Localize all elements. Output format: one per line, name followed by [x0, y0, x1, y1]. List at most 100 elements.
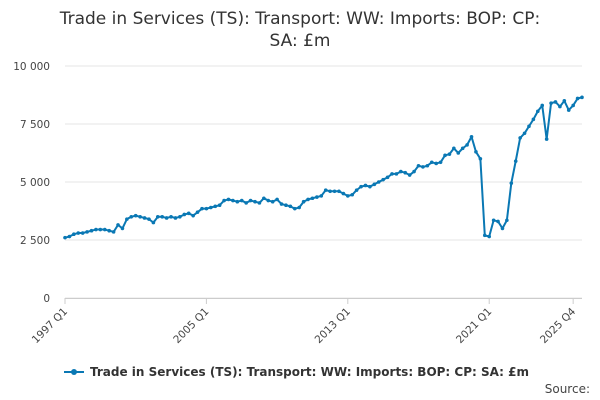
data-point [63, 235, 67, 240]
data-point [359, 184, 363, 189]
chart-title: Trade in Services (TS): Transport: WW: I… [0, 8, 600, 52]
data-point [301, 199, 306, 204]
x-axis-tick-labels: 1997 Q1 2005 Q1 2013 Q1 2021 Q1 2025 Q4 [30, 305, 579, 346]
data-point [540, 103, 545, 108]
data-point [94, 227, 98, 232]
data-point [138, 215, 142, 219]
data-point [323, 188, 328, 192]
data-point [429, 160, 434, 165]
data-point [186, 211, 191, 216]
gridlines [65, 65, 582, 299]
data-point [102, 227, 107, 232]
data-point [531, 117, 536, 122]
data-point [376, 180, 381, 184]
data-point [412, 169, 416, 174]
x-tick-label: 2025 Q4 [538, 305, 579, 346]
data-point [266, 198, 271, 203]
data-point [460, 146, 465, 151]
data-point [191, 213, 195, 218]
data-point [558, 104, 562, 109]
data-point [478, 157, 483, 161]
data-point [284, 203, 288, 207]
data-point [421, 165, 425, 169]
data-point [217, 203, 222, 207]
data-point [279, 202, 284, 206]
data-point [403, 170, 408, 175]
data-point [133, 213, 138, 218]
data-point [275, 197, 279, 202]
data-point [116, 223, 120, 227]
data-point [385, 175, 390, 180]
data-point [390, 172, 394, 176]
data-point [465, 143, 469, 147]
legend-line-icon [64, 367, 84, 377]
data-point [571, 103, 575, 108]
data-point [67, 234, 72, 239]
data-point [394, 172, 399, 176]
data-point [549, 101, 553, 105]
data-point [111, 230, 116, 234]
legend[interactable]: Trade in Services (TS): Transport: WW: I… [64, 365, 529, 379]
data-point [72, 232, 76, 236]
data-point [566, 108, 571, 112]
data-point [248, 198, 253, 203]
data-point [509, 181, 514, 185]
data-point [98, 227, 103, 232]
chart-title-line-1: Trade in Services (TS): Transport: WW: I… [59, 9, 541, 29]
data-point [416, 163, 421, 168]
data-point [482, 233, 487, 238]
data-point [328, 189, 332, 194]
data-point [496, 219, 500, 224]
data-point [522, 131, 527, 136]
data-point [407, 173, 412, 177]
data-point [76, 231, 81, 235]
data-point [337, 189, 341, 194]
data-point [456, 151, 461, 155]
data-point [209, 205, 213, 210]
data-point [399, 169, 403, 174]
data-point [354, 188, 359, 192]
data-point [474, 150, 478, 154]
data-point [553, 100, 558, 104]
data-point [319, 194, 324, 198]
data-point [239, 198, 244, 203]
data-point [443, 153, 447, 158]
y-axis-tick-labels: 0 2 500 5 000 7 500 10 000 [13, 61, 50, 305]
data-point [518, 136, 522, 140]
data-point [222, 198, 226, 203]
data-point [151, 220, 156, 225]
data-point [235, 199, 240, 204]
data-point [89, 228, 94, 233]
series-line [64, 96, 583, 239]
x-tick-label: 2013 Q1 [313, 306, 353, 346]
data-point [297, 205, 302, 210]
data-point [292, 206, 297, 211]
data-point [491, 218, 496, 223]
y-tick-label: 7 500 [20, 119, 50, 131]
data-point [80, 231, 85, 235]
data-point [350, 192, 355, 197]
x-tick-label: 2005 Q1 [171, 306, 211, 346]
data-point [372, 182, 377, 187]
data-point [155, 215, 160, 219]
y-tick-label: 0 [43, 293, 50, 305]
data-point [120, 226, 125, 231]
data-point [195, 210, 200, 214]
data-point [527, 124, 531, 129]
data-point [505, 218, 509, 223]
data-point [438, 160, 443, 165]
data-point [381, 177, 385, 182]
data-point [536, 109, 540, 114]
x-tick-label: 1997 Q1 [30, 306, 70, 346]
data-point [575, 96, 580, 101]
y-tick-label: 5 000 [20, 177, 50, 189]
data-point [580, 95, 584, 100]
data-point [147, 217, 151, 221]
y-tick-label: 2 500 [20, 235, 50, 247]
data-point [129, 215, 134, 219]
data-point [341, 191, 346, 196]
data-point [182, 212, 187, 217]
data-point [288, 204, 293, 209]
data-point [447, 152, 452, 156]
data-point [85, 230, 89, 234]
